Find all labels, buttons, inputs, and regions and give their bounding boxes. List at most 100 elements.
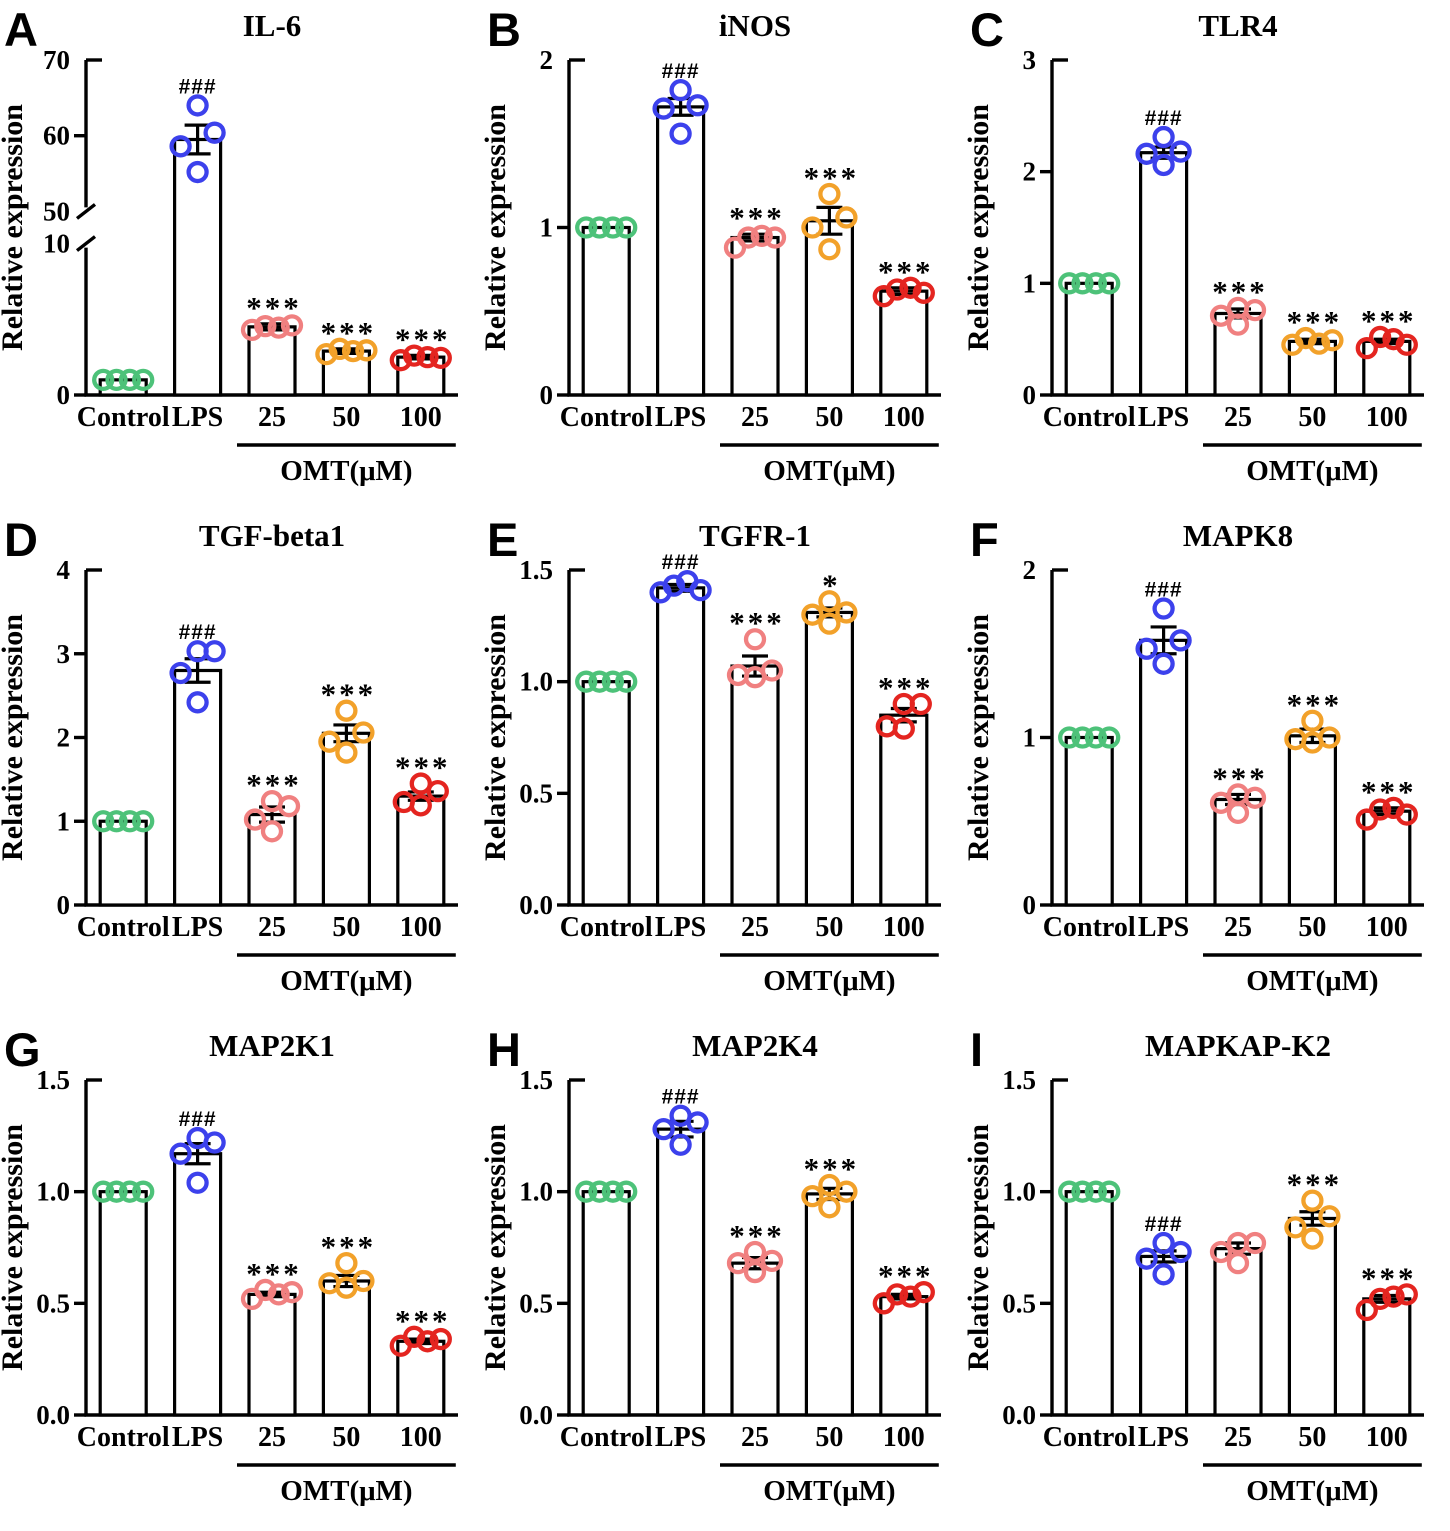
panel-letter: I	[970, 1023, 983, 1076]
y-axis-label: Relative expression	[0, 614, 29, 861]
bar-Control	[581, 680, 631, 907]
y-tick-label: 2	[540, 45, 554, 75]
data-point	[885, 1283, 909, 1306]
treatment-axis-label: OMT(μM)	[1246, 1475, 1378, 1507]
y-tick-label: 3	[1023, 45, 1037, 75]
data-point	[1152, 652, 1175, 675]
x-tick-label-100: 100	[1366, 912, 1408, 943]
data-point	[818, 612, 841, 635]
sig-star-label: ***	[321, 315, 377, 350]
bar-25	[1213, 311, 1263, 397]
panel-letter: C	[970, 3, 1004, 56]
panel-letter: A	[4, 3, 38, 56]
data-point	[409, 772, 432, 795]
panel-E: E TGFR-1 Relative expression 0.0 0.5 1.0 1.5 Co…	[483, 510, 966, 1020]
data-point	[389, 349, 412, 372]
points-100	[872, 276, 935, 308]
data-point	[240, 318, 264, 342]
x-tick-label-Control: Control	[1043, 1422, 1136, 1453]
points-LPS	[169, 1126, 226, 1194]
y-tick-label: 1.0	[519, 667, 553, 697]
sig-star-label: ***	[246, 290, 302, 325]
points-Control	[1058, 272, 1121, 295]
x-tick-label-50: 50	[1298, 1422, 1326, 1453]
sig-hash-label: ###	[662, 60, 700, 83]
data-point	[335, 699, 358, 722]
panel-letter: F	[970, 513, 999, 566]
data-point	[818, 1173, 841, 1197]
treatment-axis-label: OMT(μM)	[763, 455, 895, 487]
data-point	[1058, 1180, 1081, 1203]
bar-LPS	[1139, 1254, 1189, 1417]
data-point	[615, 216, 638, 239]
points-LPS	[1135, 597, 1192, 675]
data-point	[260, 820, 284, 843]
points-Control	[92, 1180, 155, 1203]
data-point	[1209, 1240, 1233, 1264]
y-axis-label: Relative expression	[483, 1124, 512, 1371]
points-50	[801, 590, 858, 635]
x-tick-label-LPS: LPS	[172, 912, 223, 943]
x-tick-label-LPS: LPS	[1138, 1422, 1189, 1453]
data-point	[352, 721, 375, 744]
data-point	[132, 368, 155, 392]
data-point	[203, 121, 226, 144]
chart-title: iNOS	[719, 8, 791, 43]
bar-LPS	[173, 1152, 223, 1417]
sig-star-label: ***	[1361, 1260, 1417, 1295]
data-point	[818, 182, 841, 206]
data-point	[318, 730, 341, 753]
data-point	[186, 1171, 209, 1194]
x-tick-label-Control: Control	[77, 912, 170, 943]
data-point	[186, 160, 209, 184]
panel-C: C TLR4 Relative expression 0 1 2 3 Control ### LP…	[966, 0, 1449, 510]
points-50	[1284, 709, 1341, 754]
data-point	[575, 216, 598, 239]
x-tick-label-25: 25	[741, 1422, 769, 1453]
points-25	[240, 1278, 304, 1311]
data-point	[588, 1180, 611, 1203]
points-50	[315, 337, 378, 366]
x-tick-label-100: 100	[400, 402, 442, 433]
y-tick-label: 4	[57, 555, 71, 585]
chart-title: MAPK8	[1183, 518, 1293, 553]
data-point	[1152, 1231, 1175, 1255]
chart-title: TLR4	[1198, 8, 1277, 43]
bar-LPS	[173, 668, 223, 907]
x-tick-label-50: 50	[332, 912, 360, 943]
data-point	[601, 670, 625, 693]
sig-star-label: ***	[1212, 274, 1268, 309]
data-point	[280, 1281, 304, 1304]
data-point	[92, 368, 115, 392]
data-point	[1301, 1189, 1324, 1212]
data-point	[1395, 803, 1418, 826]
data-point	[118, 810, 142, 833]
data-point	[760, 659, 784, 682]
data-point	[885, 278, 909, 301]
data-point	[1169, 629, 1192, 652]
data-point	[875, 715, 898, 738]
data-point	[1355, 336, 1378, 360]
points-25	[1209, 1231, 1267, 1275]
panel-F: F MAPK8 Relative expression 0 1 2 Control ### LP…	[966, 510, 1449, 1020]
sig-star-label: ***	[1287, 687, 1343, 722]
data-point	[341, 339, 365, 363]
y-tick-label: 1	[1023, 723, 1037, 753]
y-tick-label: 0.0	[519, 890, 553, 920]
bar-100	[879, 289, 929, 397]
points-LPS	[652, 79, 709, 145]
sig-hash-label: ###	[1145, 107, 1183, 130]
points-50	[318, 1251, 375, 1299]
data-point	[726, 663, 750, 687]
data-point	[1301, 1227, 1324, 1250]
points-LPS	[169, 94, 226, 184]
x-tick-label-50: 50	[1298, 402, 1326, 433]
data-point	[429, 1327, 452, 1351]
data-point	[105, 1180, 128, 1203]
x-tick-label-50: 50	[332, 1422, 360, 1453]
data-point	[267, 316, 290, 339]
y-tick-label: 1.0	[1002, 1177, 1036, 1207]
